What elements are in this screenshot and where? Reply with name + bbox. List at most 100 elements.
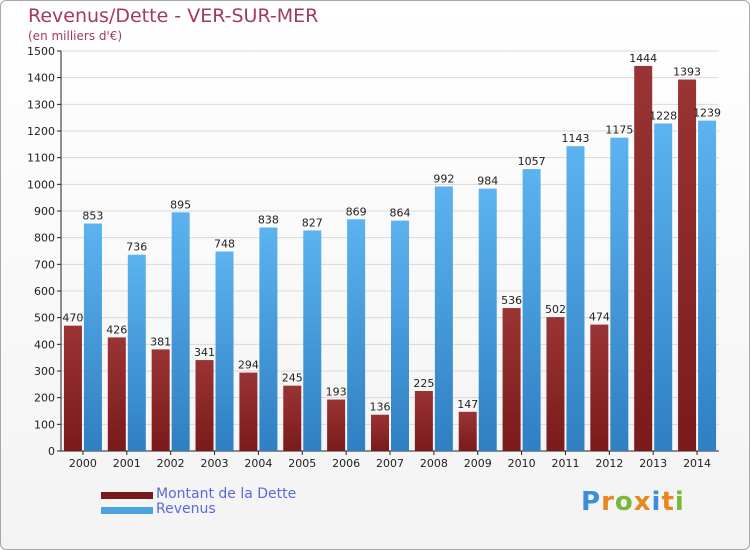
data-label-dette: 136 — [370, 401, 391, 414]
data-label-revenus: 1143 — [561, 132, 589, 145]
data-label-revenus: 1175 — [605, 124, 633, 137]
bar-revenus — [391, 220, 409, 451]
bar-dette — [283, 385, 302, 451]
bar-revenus — [610, 137, 629, 451]
bar-revenus — [654, 123, 673, 452]
x-tick-label: 2001 — [113, 457, 141, 470]
data-label-revenus: 827 — [302, 216, 323, 229]
bar-dette — [414, 391, 433, 451]
bar-revenus — [303, 230, 322, 451]
legend-swatch-revenus — [101, 507, 153, 514]
x-tick-label: 2000 — [69, 457, 97, 470]
x-tick-label: 2009 — [464, 457, 492, 470]
x-tick-label: 2003 — [201, 457, 229, 470]
data-label-revenus: 895 — [170, 198, 191, 211]
data-label-dette: 147 — [457, 398, 478, 411]
y-tick-label: 800 — [34, 232, 55, 245]
y-tick-label: 500 — [34, 312, 55, 325]
data-label-revenus: 1057 — [518, 155, 546, 168]
legend-label-revenus: Revenus — [156, 501, 216, 517]
data-label-dette: 193 — [326, 386, 347, 399]
y-tick-label: 1000 — [27, 178, 55, 191]
data-label-dette: 502 — [545, 303, 566, 316]
y-tick-label: 1200 — [27, 125, 55, 138]
bar-revenus — [434, 186, 453, 451]
y-tick-label: 700 — [34, 258, 55, 271]
bar-revenus — [522, 169, 541, 451]
bar-dette — [151, 349, 170, 451]
data-label-revenus: 869 — [346, 205, 367, 218]
bar-revenus — [83, 223, 102, 451]
bar-revenus — [478, 188, 497, 451]
bar-dette — [590, 324, 609, 451]
data-label-revenus: 748 — [214, 238, 235, 251]
x-tick-label: 2005 — [288, 457, 316, 470]
x-tick-label: 2007 — [376, 457, 404, 470]
bar-revenus — [215, 251, 234, 451]
proxiti-logo: Proxiti — [581, 487, 685, 517]
y-tick-label: 100 — [34, 418, 55, 431]
x-tick-label: 2002 — [157, 457, 185, 470]
y-tick-label: 600 — [34, 285, 55, 298]
bar-revenus — [566, 146, 585, 451]
bar-revenus — [698, 120, 717, 451]
legend-swatch-dette — [101, 492, 153, 499]
legend-label-dette: Montant de la Dette — [156, 486, 297, 502]
y-tick-label: 0 — [48, 445, 55, 458]
bar-dette — [63, 325, 82, 451]
data-label-revenus: 1239 — [693, 107, 721, 120]
x-tick-label: 2014 — [683, 457, 711, 470]
y-tick-label: 400 — [34, 338, 55, 351]
chart-subtitle: (en milliers d'€) — [28, 29, 123, 43]
x-tick-label: 2006 — [332, 457, 360, 470]
y-tick-label: 1100 — [27, 152, 55, 165]
y-tick-label: 1400 — [27, 72, 55, 85]
data-label-dette: 426 — [106, 323, 127, 336]
x-tick-label: 2008 — [420, 457, 448, 470]
chart-title: Revenus/Dette - VER-SUR-MER — [28, 5, 319, 27]
x-tick-label: 2012 — [595, 457, 623, 470]
bar-dette — [371, 414, 389, 451]
data-label-revenus: 853 — [82, 210, 103, 223]
data-label-dette: 294 — [238, 359, 259, 372]
bar-revenus — [347, 219, 366, 451]
y-tick-label: 200 — [34, 392, 55, 405]
data-label-dette: 470 — [62, 312, 83, 325]
bar-revenus — [259, 227, 278, 451]
bar-dette — [502, 308, 521, 451]
data-label-dette: 1393 — [673, 66, 701, 79]
bar-dette — [634, 65, 653, 451]
bar-dette — [458, 411, 477, 451]
data-label-dette: 536 — [501, 294, 522, 307]
data-label-revenus: 736 — [126, 241, 147, 254]
bar-revenus — [171, 212, 190, 451]
y-tick-label: 1300 — [27, 98, 55, 111]
bar-dette — [195, 360, 214, 451]
data-label-dette: 341 — [194, 346, 215, 359]
bar-dette — [327, 399, 346, 451]
bar-revenus — [127, 254, 146, 451]
data-label-revenus: 864 — [390, 207, 411, 220]
x-tick-label: 2010 — [508, 457, 536, 470]
bar-dette — [546, 317, 565, 451]
data-label-dette: 1444 — [629, 52, 657, 65]
data-label-revenus: 1228 — [649, 110, 677, 123]
y-tick-label: 900 — [34, 205, 55, 218]
data-label-revenus: 838 — [258, 214, 279, 227]
y-tick-label: 300 — [34, 365, 55, 378]
x-tick-label: 2013 — [639, 457, 667, 470]
data-label-revenus: 984 — [477, 175, 498, 188]
bar-dette — [678, 79, 697, 452]
data-label-dette: 225 — [413, 377, 434, 390]
x-tick-label: 2011 — [551, 457, 579, 470]
x-tick-label: 2004 — [244, 457, 272, 470]
data-label-dette: 381 — [150, 335, 171, 348]
data-label-dette: 245 — [282, 372, 303, 385]
bar-dette — [239, 372, 258, 451]
data-label-revenus: 992 — [433, 172, 454, 185]
y-tick-label: 1500 — [27, 45, 55, 58]
data-label-dette: 474 — [589, 311, 610, 324]
bar-dette — [107, 337, 126, 451]
